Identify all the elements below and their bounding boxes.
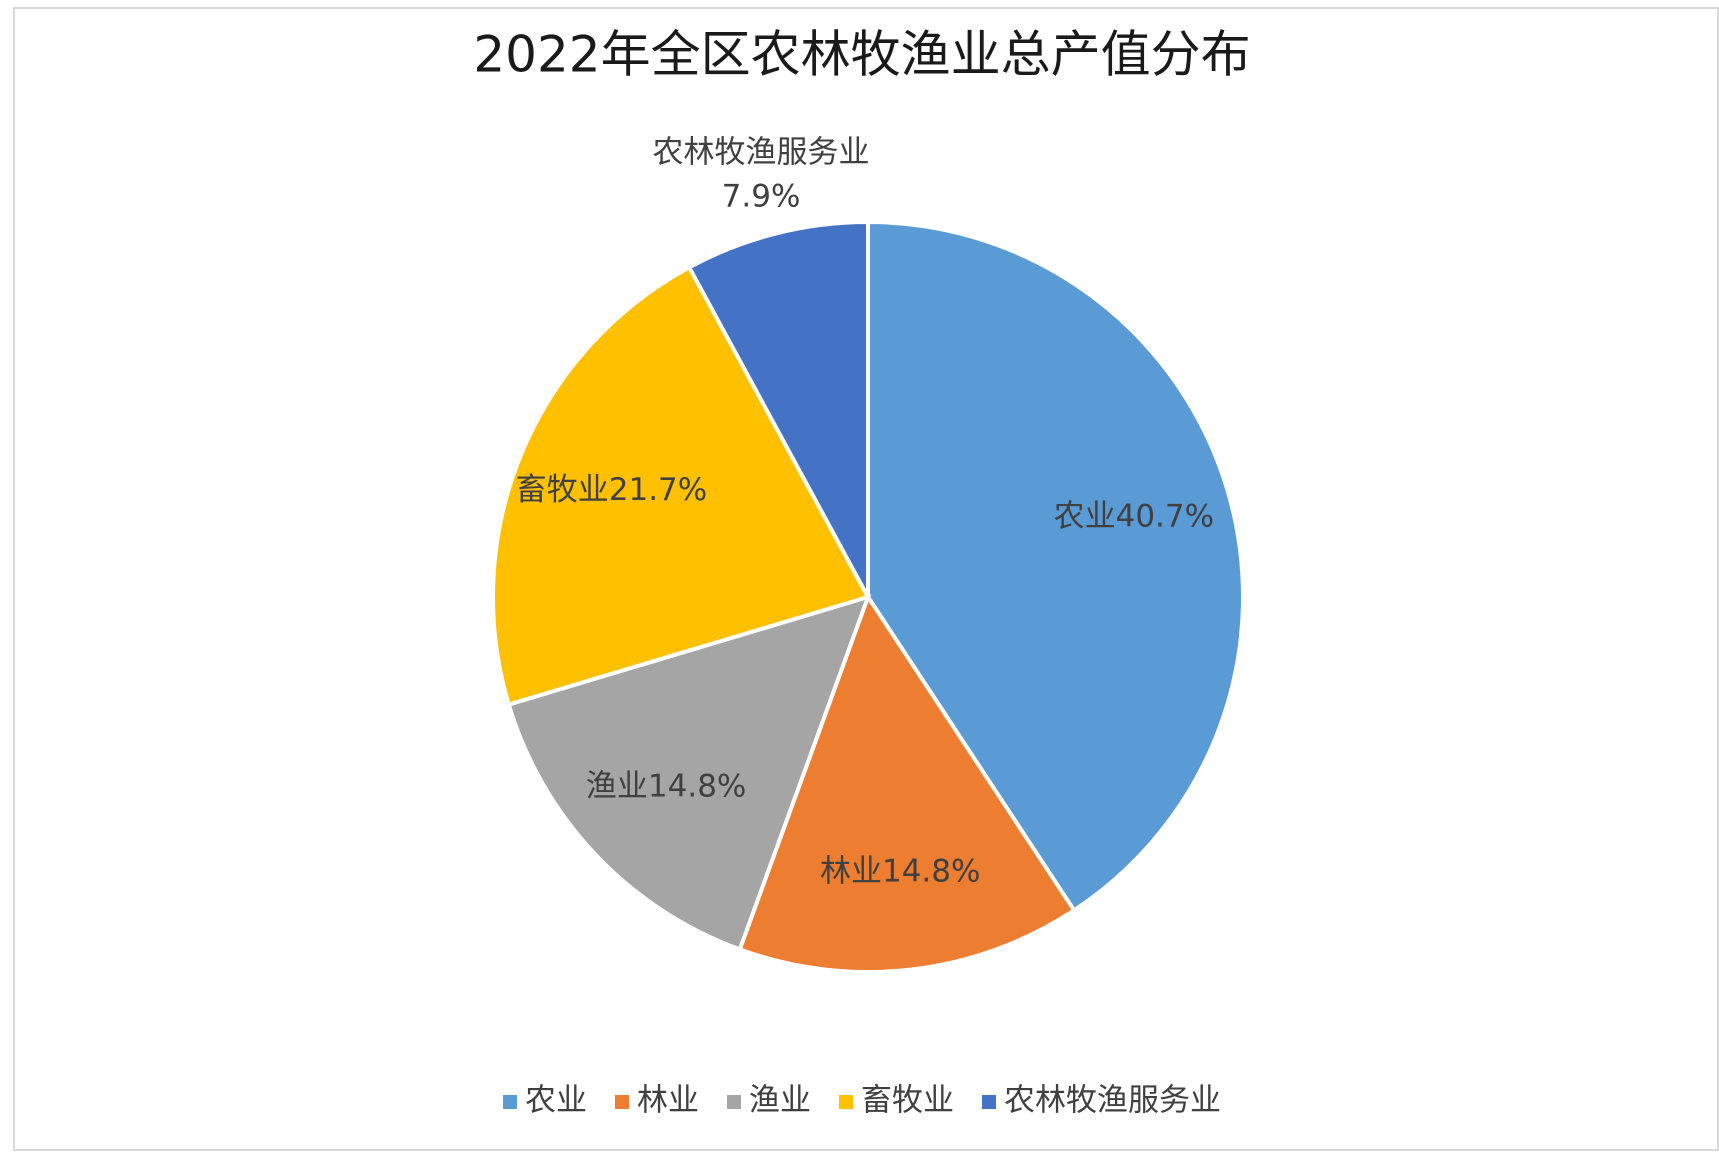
- data-label-value: 7.9%: [722, 178, 801, 214]
- legend-label: 农业: [525, 1083, 587, 1119]
- data-label-category: 农业: [1054, 498, 1116, 534]
- pie-slice: [491, 264, 871, 708]
- legend-label: 畜牧业: [861, 1083, 954, 1119]
- data-label: 农林牧渔服务业 7.9%: [653, 134, 870, 214]
- chart-title: 2022年全区农林牧渔业总产值分布: [473, 26, 1250, 84]
- legend-label: 农林牧渔服务业: [1004, 1083, 1221, 1119]
- data-label: 渔业14.8%: [586, 768, 746, 804]
- legend-swatch: [503, 1095, 517, 1109]
- data-label-category: 林业: [820, 853, 882, 889]
- legend-swatch: [727, 1095, 741, 1109]
- data-label: 农业40.7%: [1054, 498, 1214, 534]
- legend-swatch: [615, 1095, 629, 1109]
- pie-slice: [737, 592, 1077, 974]
- data-label: 林业14.8%: [820, 853, 980, 889]
- legend-label: 渔业: [749, 1083, 811, 1119]
- legend-label: 林业: [637, 1083, 699, 1119]
- legend-swatch: [982, 1095, 996, 1109]
- data-label-value: 14.8%: [882, 853, 980, 889]
- legend: 农业 林业 渔业 畜牧业 农林牧渔服务业: [503, 1083, 1221, 1119]
- data-label-value: 14.8%: [648, 768, 746, 804]
- data-label-category: 农林牧渔服务业: [653, 134, 870, 170]
- data-label: 畜牧业21.7%: [516, 472, 707, 508]
- data-label-value: 21.7%: [609, 472, 707, 508]
- data-label-category: 渔业: [586, 768, 648, 804]
- pie-slice: [506, 593, 872, 952]
- pie-slice: [686, 219, 870, 598]
- data-label-value: 40.7%: [1116, 498, 1214, 534]
- data-label-category: 畜牧业: [516, 472, 609, 508]
- legend-swatch: [839, 1095, 853, 1109]
